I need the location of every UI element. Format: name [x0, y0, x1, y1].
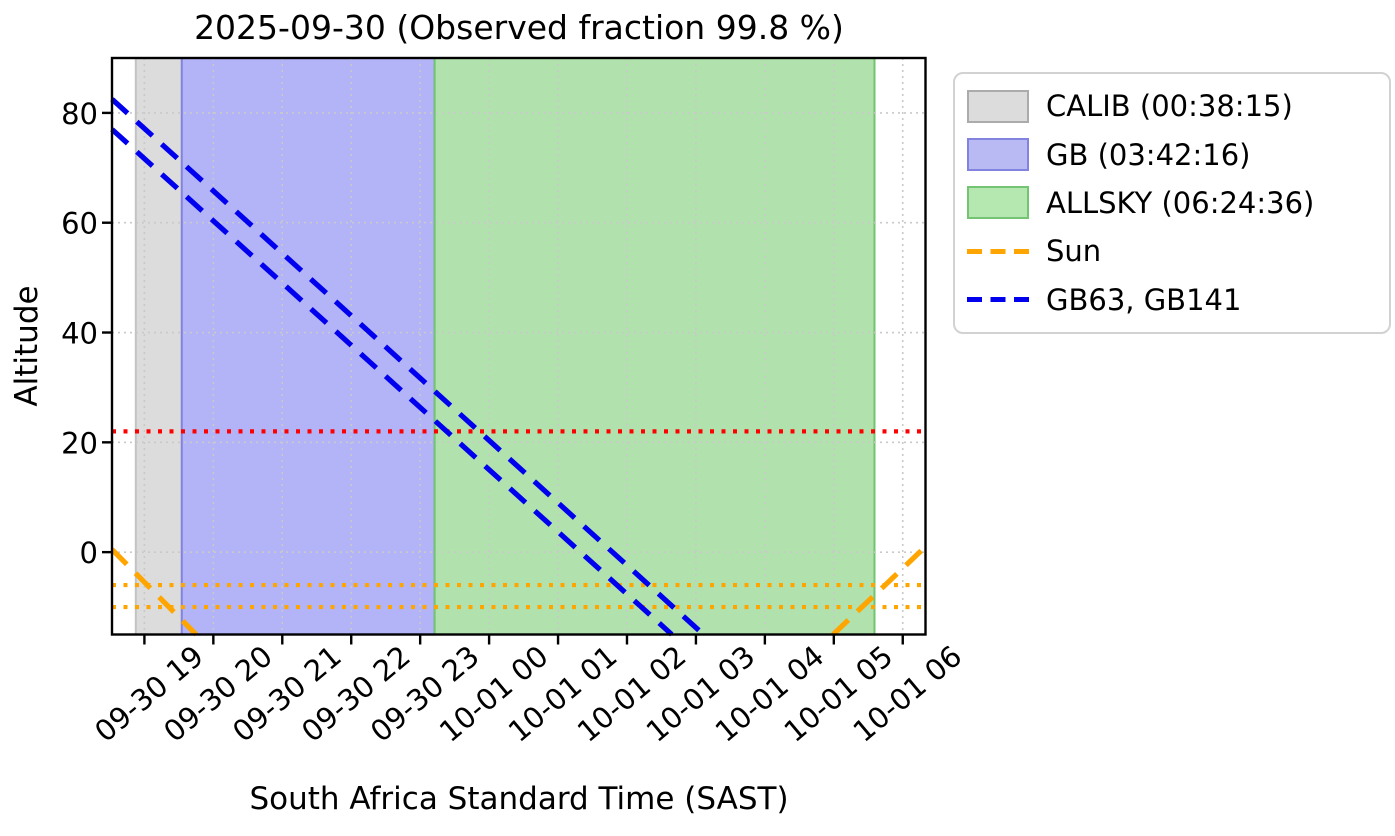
legend: CALIB (00:38:15) GB (03:42:16) ALLSKY (0…	[953, 72, 1391, 334]
y-axis-label: Altitude	[9, 285, 45, 407]
gb63-gb141-dashed-line-swatch	[967, 297, 1029, 303]
y-tick-label: 0	[80, 536, 98, 570]
y-tick-label: 40	[61, 317, 98, 351]
legend-item-gb: GB (03:42:16)	[967, 138, 1379, 172]
gb-patch-swatch	[967, 138, 1029, 172]
axes-spines	[110, 56, 927, 636]
calib-patch-swatch	[967, 89, 1029, 123]
y-tick-label: 80	[61, 97, 98, 131]
legend-label-gb63-gb141: GB63, GB141	[1046, 282, 1242, 317]
series-gb63-gb141	[110, 127, 674, 637]
series-sun	[831, 544, 928, 637]
allsky-patch-swatch	[967, 186, 1029, 220]
x-axis-label: South Africa Standard Time (SAST)	[249, 781, 789, 817]
legend-label-calib: CALIB (00:38:15)	[1046, 89, 1293, 124]
legend-label-allsky: ALLSKY (06:24:36)	[1046, 185, 1315, 220]
chart-title: 2025-09-30 (Observed fraction 99.8 %)	[194, 8, 844, 47]
series-sun	[110, 547, 198, 637]
legend-item-sun: Sun	[967, 234, 1379, 268]
region-allsky	[433, 57, 876, 636]
legend-item-gb63-gb141: GB63, GB141	[967, 283, 1379, 317]
y-tick-label: 60	[61, 207, 98, 241]
sun-dashed-line-swatch	[967, 248, 1029, 254]
legend-label-sun: Sun	[1046, 234, 1102, 269]
region-calib	[134, 57, 183, 636]
legend-item-allsky: ALLSKY (06:24:36)	[967, 186, 1379, 220]
y-tick-label: 20	[61, 426, 98, 460]
region-gb	[180, 57, 436, 636]
legend-item-calib: CALIB (00:38:15)	[967, 89, 1379, 123]
legend-label-gb: GB (03:42:16)	[1046, 137, 1251, 172]
